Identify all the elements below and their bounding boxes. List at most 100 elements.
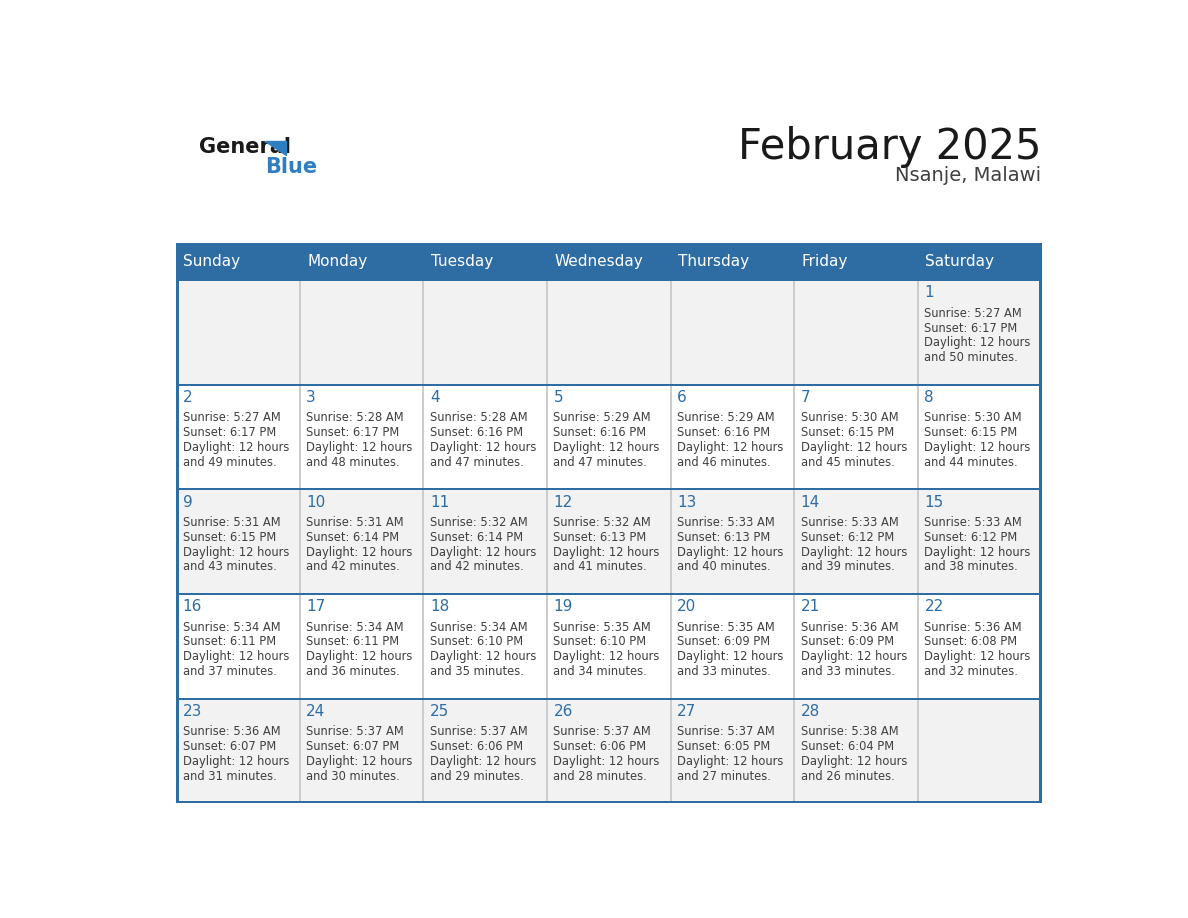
Text: 4: 4 — [430, 390, 440, 405]
Bar — [176, 698, 1042, 700]
Text: Sunrise: 5:29 AM: Sunrise: 5:29 AM — [677, 411, 775, 424]
Text: 15: 15 — [924, 495, 943, 509]
Text: and 49 minutes.: and 49 minutes. — [183, 456, 276, 469]
Text: and 40 minutes.: and 40 minutes. — [677, 560, 771, 574]
Text: Daylight: 12 hours: Daylight: 12 hours — [801, 650, 908, 663]
Text: Daylight: 12 hours: Daylight: 12 hours — [554, 755, 659, 767]
Text: Sunrise: 5:31 AM: Sunrise: 5:31 AM — [183, 516, 280, 529]
Text: Nsanje, Malawi: Nsanje, Malawi — [896, 165, 1042, 185]
Text: and 32 minutes.: and 32 minutes. — [924, 665, 1018, 678]
Text: Sunrise: 5:31 AM: Sunrise: 5:31 AM — [307, 516, 404, 529]
Text: Sunrise: 5:33 AM: Sunrise: 5:33 AM — [924, 516, 1022, 529]
Text: Sunset: 6:16 PM: Sunset: 6:16 PM — [554, 426, 646, 439]
Text: 6: 6 — [677, 390, 687, 405]
Text: 3: 3 — [307, 390, 316, 405]
Text: Daylight: 12 hours: Daylight: 12 hours — [183, 755, 289, 767]
Text: Sunrise: 5:37 AM: Sunrise: 5:37 AM — [430, 725, 527, 738]
Text: and 43 minutes.: and 43 minutes. — [183, 560, 277, 574]
Text: and 45 minutes.: and 45 minutes. — [801, 456, 895, 469]
Text: Sunset: 6:13 PM: Sunset: 6:13 PM — [554, 531, 646, 543]
Bar — [176, 384, 1042, 386]
Text: Daylight: 12 hours: Daylight: 12 hours — [307, 755, 412, 767]
Text: Sunset: 6:09 PM: Sunset: 6:09 PM — [801, 635, 893, 648]
Text: and 28 minutes.: and 28 minutes. — [554, 769, 647, 783]
Text: and 47 minutes.: and 47 minutes. — [554, 456, 647, 469]
Text: Sunrise: 5:27 AM: Sunrise: 5:27 AM — [183, 411, 280, 424]
Text: Sunrise: 5:34 AM: Sunrise: 5:34 AM — [183, 621, 280, 633]
Text: Daylight: 12 hours: Daylight: 12 hours — [430, 755, 536, 767]
Text: and 39 minutes.: and 39 minutes. — [801, 560, 895, 574]
Text: Sunset: 6:06 PM: Sunset: 6:06 PM — [430, 740, 523, 753]
Text: 21: 21 — [801, 599, 820, 614]
Text: and 37 minutes.: and 37 minutes. — [183, 665, 277, 678]
Bar — [176, 699, 1042, 803]
Text: Sunset: 6:08 PM: Sunset: 6:08 PM — [924, 635, 1017, 648]
Text: Sunset: 6:15 PM: Sunset: 6:15 PM — [924, 426, 1018, 439]
Text: and 29 minutes.: and 29 minutes. — [430, 769, 524, 783]
Text: Sunrise: 5:36 AM: Sunrise: 5:36 AM — [924, 621, 1022, 633]
Text: Sunset: 6:17 PM: Sunset: 6:17 PM — [183, 426, 276, 439]
Text: Sunset: 6:14 PM: Sunset: 6:14 PM — [307, 531, 399, 543]
Text: 18: 18 — [430, 599, 449, 614]
Text: Sunday: Sunday — [183, 254, 241, 269]
Text: Sunrise: 5:37 AM: Sunrise: 5:37 AM — [307, 725, 404, 738]
Text: 19: 19 — [554, 599, 573, 614]
Text: 26: 26 — [554, 704, 573, 719]
Text: Daylight: 12 hours: Daylight: 12 hours — [183, 650, 289, 663]
Text: Sunset: 6:10 PM: Sunset: 6:10 PM — [430, 635, 523, 648]
Text: Sunrise: 5:36 AM: Sunrise: 5:36 AM — [801, 621, 898, 633]
Text: 24: 24 — [307, 704, 326, 719]
Text: Monday: Monday — [308, 254, 367, 269]
Text: and 30 minutes.: and 30 minutes. — [307, 769, 400, 783]
Text: Daylight: 12 hours: Daylight: 12 hours — [924, 441, 1031, 454]
Text: 7: 7 — [801, 390, 810, 405]
Bar — [176, 593, 1042, 595]
Text: Daylight: 12 hours: Daylight: 12 hours — [924, 545, 1031, 558]
Text: Sunrise: 5:38 AM: Sunrise: 5:38 AM — [801, 725, 898, 738]
Text: Daylight: 12 hours: Daylight: 12 hours — [677, 650, 784, 663]
Text: Wednesday: Wednesday — [555, 254, 643, 269]
Text: Daylight: 12 hours: Daylight: 12 hours — [924, 650, 1031, 663]
Text: 2: 2 — [183, 390, 192, 405]
Text: Sunrise: 5:29 AM: Sunrise: 5:29 AM — [554, 411, 651, 424]
Text: 13: 13 — [677, 495, 696, 509]
Text: Sunrise: 5:35 AM: Sunrise: 5:35 AM — [677, 621, 775, 633]
Text: 16: 16 — [183, 599, 202, 614]
Text: and 33 minutes.: and 33 minutes. — [801, 665, 895, 678]
Text: 5: 5 — [554, 390, 563, 405]
Text: Sunset: 6:16 PM: Sunset: 6:16 PM — [430, 426, 523, 439]
Text: Sunset: 6:10 PM: Sunset: 6:10 PM — [554, 635, 646, 648]
Text: and 42 minutes.: and 42 minutes. — [430, 560, 524, 574]
Text: and 50 minutes.: and 50 minutes. — [924, 352, 1018, 364]
Text: and 35 minutes.: and 35 minutes. — [430, 665, 524, 678]
Bar — [176, 489, 1042, 594]
Text: Sunset: 6:15 PM: Sunset: 6:15 PM — [801, 426, 895, 439]
Text: Daylight: 12 hours: Daylight: 12 hours — [183, 545, 289, 558]
Text: Sunset: 6:17 PM: Sunset: 6:17 PM — [924, 321, 1018, 334]
Text: Sunset: 6:06 PM: Sunset: 6:06 PM — [554, 740, 646, 753]
Text: and 31 minutes.: and 31 minutes. — [183, 769, 277, 783]
Bar — [176, 279, 1042, 281]
Bar — [670, 243, 671, 803]
Text: and 48 minutes.: and 48 minutes. — [307, 456, 400, 469]
Text: 9: 9 — [183, 495, 192, 509]
Text: Sunrise: 5:27 AM: Sunrise: 5:27 AM — [924, 307, 1022, 319]
Text: Sunrise: 5:28 AM: Sunrise: 5:28 AM — [430, 411, 527, 424]
Text: and 38 minutes.: and 38 minutes. — [924, 560, 1018, 574]
Text: Sunset: 6:05 PM: Sunset: 6:05 PM — [677, 740, 770, 753]
Text: 1: 1 — [924, 285, 934, 300]
Text: and 34 minutes.: and 34 minutes. — [554, 665, 647, 678]
Text: and 47 minutes.: and 47 minutes. — [430, 456, 524, 469]
Text: Daylight: 12 hours: Daylight: 12 hours — [307, 650, 412, 663]
Text: Sunset: 6:04 PM: Sunset: 6:04 PM — [801, 740, 893, 753]
Text: Sunrise: 5:32 AM: Sunrise: 5:32 AM — [430, 516, 527, 529]
Text: Sunset: 6:13 PM: Sunset: 6:13 PM — [677, 531, 770, 543]
Text: Sunrise: 5:33 AM: Sunrise: 5:33 AM — [677, 516, 775, 529]
Text: Daylight: 12 hours: Daylight: 12 hours — [801, 545, 908, 558]
Bar — [794, 243, 795, 803]
Text: 11: 11 — [430, 495, 449, 509]
Text: Sunrise: 5:37 AM: Sunrise: 5:37 AM — [554, 725, 651, 738]
Text: and 36 minutes.: and 36 minutes. — [307, 665, 400, 678]
Text: Daylight: 12 hours: Daylight: 12 hours — [307, 441, 412, 454]
Text: Daylight: 12 hours: Daylight: 12 hours — [554, 545, 659, 558]
